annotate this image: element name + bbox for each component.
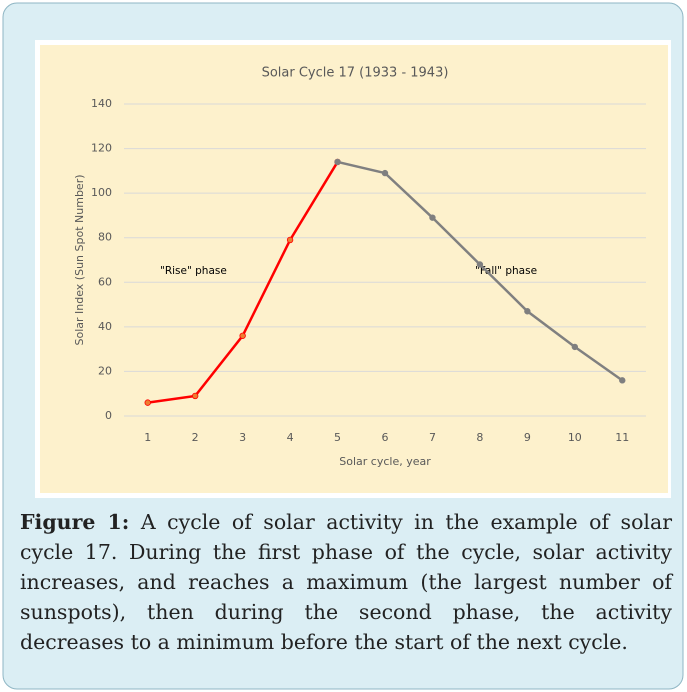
annotation: "Rise" phase: [160, 265, 227, 277]
point: [239, 332, 246, 339]
point: [381, 169, 389, 177]
x-tick-label: 8: [476, 431, 483, 444]
x-tick-label: 10: [568, 431, 582, 444]
y-tick-label: 140: [91, 97, 112, 110]
chart-area: [40, 45, 668, 493]
caption-text: A cycle of solar activity in the example…: [20, 510, 672, 654]
x-tick-label: 3: [239, 431, 246, 444]
point: [334, 158, 341, 166]
x-tick-label: 5: [334, 431, 341, 444]
annotation: "Fall" phase: [475, 265, 537, 277]
x-tick-label: 9: [524, 431, 531, 444]
y-tick-label: 100: [91, 186, 112, 199]
caption: Figure 1: A cycle of solar activity in t…: [20, 507, 672, 657]
y-axis-label: Solar Index (Sun Spot Number): [73, 174, 86, 345]
x-tick-label: 6: [382, 431, 389, 444]
x-tick-label: 2: [192, 431, 199, 444]
x-tick-label: 4: [287, 431, 294, 444]
x-tick-label: 1: [144, 431, 151, 444]
y-tick-label: 20: [98, 364, 112, 377]
point: [429, 214, 436, 221]
point: [191, 392, 199, 400]
x-tick-label: 7: [429, 431, 436, 444]
point: [476, 261, 484, 268]
point: [524, 308, 531, 315]
y-tick-label: 40: [98, 320, 112, 333]
y-tick-label: 60: [98, 275, 112, 288]
y-tick-label: 80: [98, 231, 112, 244]
chart-title: Solar Cycle 17 (1933 - 1943): [262, 66, 449, 81]
point: [571, 343, 579, 351]
point: [144, 399, 151, 406]
x-tick-label: 11: [615, 431, 629, 444]
caption-label: Figure 1:: [20, 510, 130, 534]
point: [619, 377, 626, 384]
y-tick-label: 120: [91, 142, 112, 155]
y-tick-label: 0: [105, 409, 112, 422]
point: [286, 236, 294, 244]
x-axis-label: Solar cycle, year: [339, 455, 431, 468]
